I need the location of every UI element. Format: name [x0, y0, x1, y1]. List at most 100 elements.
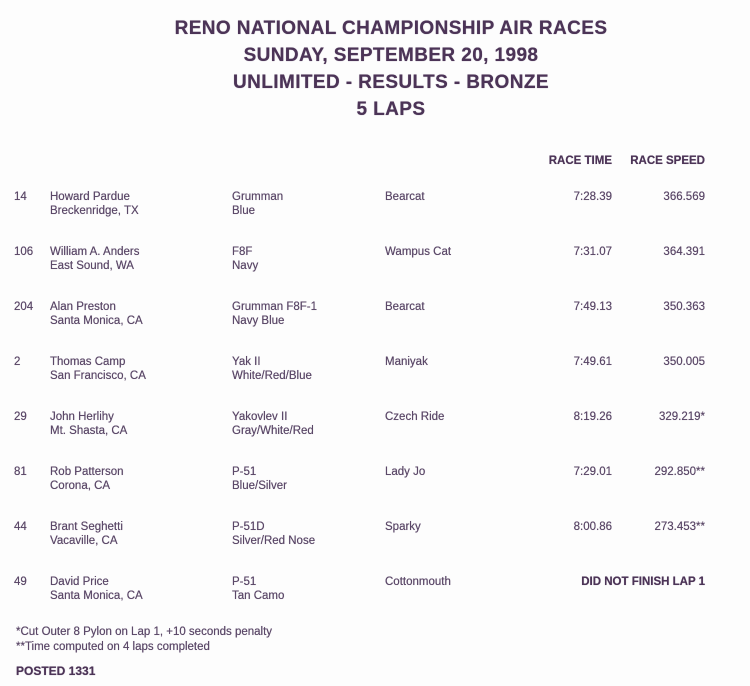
aircraft-model: F8F [232, 246, 253, 258]
aircraft-cell: F8F Navy [232, 245, 385, 273]
aircraft-cell: Yakovlev II Gray/White/Red [232, 410, 385, 438]
aircraft-cell: P-51D Silver/Red Nose [232, 520, 385, 548]
aircraft-model: Grumman [232, 191, 284, 203]
pilot-cell: Thomas Camp San Francisco, CA [50, 355, 232, 383]
dnf-status [535, 410, 705, 438]
pilot-cell: William A. Anders East Sound, WA [50, 245, 232, 273]
pilot-hometown: San Francisco, CA [50, 370, 146, 382]
aircraft-cell: Yak II White/Red/Blue [232, 355, 385, 383]
race-plane-name: Lady Jo [385, 466, 426, 478]
dnf-status [535, 190, 705, 218]
pilot-name: Thomas Camp [50, 356, 126, 368]
pilot-name: William A. Anders [50, 246, 140, 258]
dnf-status [535, 245, 705, 273]
race-number: 44 [14, 521, 27, 533]
race-plane-name: Cottonmouth [385, 576, 451, 588]
result-row: 204 Alan Preston Santa Monica, CA Grumma… [0, 300, 750, 328]
pilot-hometown: Mt. Shasta, CA [50, 425, 128, 437]
race-plane-name: Bearcat [385, 301, 425, 313]
pilot-cell: David Price Santa Monica, CA [50, 575, 232, 603]
race-number: 14 [14, 191, 27, 203]
title-date: SUNDAY, SEPTEMBER 20, 1998 [243, 45, 539, 66]
race-number: 2 [14, 356, 21, 368]
document-title: RENO NATIONAL CHAMPIONSHIP AIR RACES SUN… [0, 0, 750, 123]
race-time-value: 8:00.86 [573, 521, 612, 533]
result-row: 49 David Price Santa Monica, CA P-51 Tan… [0, 575, 750, 603]
pilot-cell: Brant Seghetti Vacaville, CA [50, 520, 232, 548]
pilot-name: David Price [50, 576, 109, 588]
race-plane-name: Sparky [385, 521, 421, 533]
title-event: RENO NATIONAL CHAMPIONSHIP AIR RACES [174, 18, 608, 39]
aircraft-colors: Gray/White/Red [232, 425, 314, 437]
race-plane-name: Wampus Cat [385, 246, 452, 258]
results-table: 14 Howard Pardue Breckenridge, TX Grumma… [0, 190, 750, 603]
aircraft-cell: P-51 Tan Camo [232, 575, 385, 603]
race-time-value: 7:49.61 [573, 356, 612, 368]
pilot-hometown: Breckenridge, TX [50, 205, 139, 217]
pilot-hometown: Santa Monica, CA [50, 315, 143, 327]
race-number: 204 [14, 301, 34, 313]
pilot-cell: John Herlihy Mt. Shasta, CA [50, 410, 232, 438]
pilot-name: Rob Patterson [50, 466, 124, 478]
pilot-hometown: Vacaville, CA [50, 535, 118, 547]
dnf-status [535, 355, 705, 383]
aircraft-colors: Blue/Silver [232, 480, 287, 492]
race-plane-name: Maniyak [385, 356, 428, 368]
race-plane-name: Czech Ride [385, 411, 445, 423]
aircraft-cell: P-51 Blue/Silver [232, 465, 385, 493]
race-speed-value: 273.453** [654, 521, 705, 533]
aircraft-colors: Blue [232, 205, 256, 217]
race-time-value: 7:28.39 [573, 191, 612, 203]
aircraft-colors: Navy [232, 260, 259, 272]
result-row: 2 Thomas Camp San Francisco, CA Yak II W… [0, 355, 750, 383]
result-row: 14 Howard Pardue Breckenridge, TX Grumma… [0, 190, 750, 218]
result-row: 106 William A. Anders East Sound, WA F8F… [0, 245, 750, 273]
pilot-hometown: Corona, CA [50, 480, 111, 492]
race-time-value: 7:31.07 [573, 246, 612, 258]
pilot-cell: Alan Preston Santa Monica, CA [50, 300, 232, 328]
footnote-penalty: *Cut Outer 8 Pylon on Lap 1, +10 seconds… [16, 626, 273, 638]
aircraft-colors: White/Red/Blue [232, 370, 312, 382]
race-number: 49 [14, 576, 27, 588]
aircraft-colors: Navy Blue [232, 315, 285, 327]
aircraft-model: P-51 [232, 466, 257, 478]
result-row: 81 Rob Patterson Corona, CA P-51 Blue/Si… [0, 465, 750, 493]
race-number: 106 [14, 246, 34, 258]
column-headers: RACE TIME RACE SPEED [0, 154, 750, 168]
race-speed-value: 366.569 [663, 191, 705, 203]
race-speed-value: 292.850** [654, 466, 705, 478]
race-speed-header: RACE SPEED [630, 155, 705, 167]
pilot-cell: Rob Patterson Corona, CA [50, 465, 232, 493]
dnf-status [535, 465, 705, 493]
title-class-results: UNLIMITED - RESULTS - BRONZE [233, 72, 549, 93]
aircraft-model: Yak II [232, 356, 261, 368]
footnote-laps-computed: **Time computed on 4 laps completed [16, 641, 210, 653]
race-plane-name: Bearcat [385, 191, 425, 203]
title-laps: 5 LAPS [356, 99, 426, 120]
aircraft-model: Grumman F8F-1 [232, 301, 317, 313]
dnf-status [535, 300, 705, 328]
aircraft-colors: Silver/Red Nose [232, 535, 316, 547]
aircraft-cell: Grumman Blue [232, 190, 385, 218]
dnf-status: DID NOT FINISH LAP 1 [581, 576, 705, 588]
race-speed-value: 350.363 [663, 301, 705, 313]
pilot-hometown: East Sound, WA [50, 260, 134, 272]
race-number: 29 [14, 411, 27, 423]
race-speed-value: 350.005 [663, 356, 705, 368]
race-number: 81 [14, 466, 27, 478]
aircraft-cell: Grumman F8F-1 Navy Blue [232, 300, 385, 328]
pilot-name: Brant Seghetti [50, 521, 123, 533]
pilot-cell: Howard Pardue Breckenridge, TX [50, 190, 232, 218]
aircraft-model: P-51D [232, 521, 265, 533]
aircraft-model: P-51 [232, 576, 257, 588]
result-row: 29 John Herlihy Mt. Shasta, CA Yakovlev … [0, 410, 750, 438]
race-time-value: 7:29.01 [573, 466, 612, 478]
race-time-value: 7:49.13 [573, 301, 612, 313]
dnf-status [535, 520, 705, 548]
race-speed-value: 364.391 [663, 246, 705, 258]
race-time-header: RACE TIME [548, 155, 612, 167]
pilot-name: John Herlihy [50, 411, 114, 423]
result-row: 44 Brant Seghetti Vacaville, CA P-51D Si… [0, 520, 750, 548]
aircraft-model: Yakovlev II [232, 411, 288, 423]
